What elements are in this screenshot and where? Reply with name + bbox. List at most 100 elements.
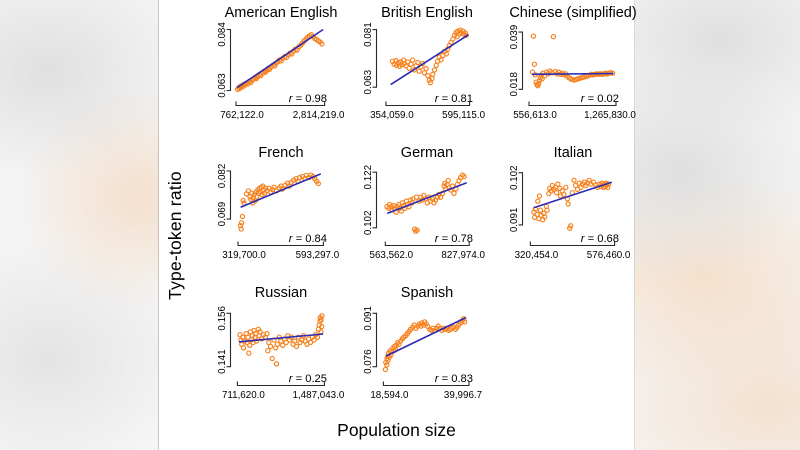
data-point (296, 174, 303, 181)
scatter-points (529, 33, 616, 89)
data-point (541, 210, 547, 217)
x-axis-bracket (236, 381, 325, 387)
x-tick-label: 354,059.0 (370, 110, 414, 121)
scatter-points (234, 32, 325, 93)
data-point (461, 173, 467, 180)
data-point (416, 68, 422, 74)
x-tick-label: 1,265,830.0 (584, 110, 636, 121)
data-point (414, 227, 420, 233)
y-axis-bracket (226, 170, 232, 220)
data-point (239, 213, 246, 220)
panel-french: French 0.082 0.069 r = 0.84 319,700.0 593,297… (217, 145, 340, 261)
data-point (240, 345, 247, 351)
x-axis-label: Population size (337, 420, 456, 440)
x-tick-label: 593,297.0 (296, 250, 340, 261)
scatter-points (531, 177, 612, 231)
x-axis-bracket (384, 241, 470, 247)
data-point (544, 207, 550, 213)
trend-line (533, 181, 613, 209)
data-point (382, 366, 389, 373)
data-point (292, 338, 298, 344)
data-point (293, 343, 300, 350)
correlation-label: r = 0.78 (435, 233, 473, 245)
y-axis-bracket (226, 28, 232, 92)
data-point (384, 362, 390, 368)
data-point (237, 223, 244, 229)
data-point (571, 177, 577, 183)
data-point (408, 61, 414, 67)
correlation-label: r = 0.02 (581, 93, 619, 105)
data-point (280, 342, 286, 348)
y-tick-label: 0.141 (217, 349, 228, 374)
x-tick-label: 18,594.0 (370, 390, 409, 401)
y-tick-label: 0.063 (217, 73, 228, 98)
data-point (555, 181, 561, 187)
data-point (431, 67, 438, 73)
x-axis-bracket (237, 241, 324, 247)
data-point (274, 341, 281, 347)
trend-line (531, 72, 614, 76)
y-tick-label: 0.076 (363, 349, 374, 374)
data-point (425, 73, 431, 79)
x-tick-label: 1,487,043.0 (293, 390, 345, 401)
data-point (438, 57, 444, 63)
data-point (561, 191, 567, 198)
data-point (267, 343, 274, 350)
panel-title: Spanish (401, 285, 453, 301)
y-tick-label: 0.102 (509, 165, 520, 190)
data-point (319, 41, 325, 47)
x-tick-label: 595,115.0 (442, 110, 485, 121)
y-axis-label: Type-token ratio (160, 100, 190, 370)
figure-canvas: Type-token ratio American English 0.084 0.… (159, 0, 637, 450)
data-point (542, 214, 548, 220)
data-point (537, 207, 544, 213)
panel-title: Chinese (simplified) (509, 5, 636, 21)
x-tick-label: 2,814,219.0 (293, 110, 345, 121)
x-tick-label: 39,996.7 (444, 390, 482, 401)
trend-line (238, 333, 324, 343)
data-point (319, 323, 325, 330)
data-point (423, 65, 429, 72)
data-point (269, 355, 275, 362)
data-point (568, 223, 574, 229)
data-point (421, 70, 428, 76)
data-point (443, 51, 449, 57)
x-tick-label: 827,974.0 (441, 250, 485, 261)
y-tick-label: 0.102 (363, 211, 374, 236)
x-tick-label: 556,613.0 (513, 110, 557, 121)
x-axis-bracket (385, 101, 471, 107)
data-point (398, 208, 404, 214)
data-point (445, 177, 451, 184)
data-point (535, 198, 541, 204)
trend-line (387, 181, 467, 215)
data-point (240, 197, 246, 204)
data-point (319, 313, 325, 319)
panel-chinese-simplified: Chinese (simplified) 0.039 0.018 r = 0.02 55… (509, 5, 637, 121)
data-point (530, 33, 537, 39)
data-point (563, 184, 569, 191)
data-point (605, 184, 611, 191)
correlation-label: r = 0.68 (581, 233, 619, 245)
panel-spanish: Spanish 0.091 0.076 r = 0.83 18,594.0 39,996.… (363, 285, 482, 401)
data-point (283, 339, 289, 346)
data-point (409, 57, 416, 63)
y-axis-bracket (518, 31, 524, 90)
correlation-label: r = 0.25 (289, 373, 327, 385)
scatter-points (384, 172, 467, 234)
data-point (539, 76, 545, 82)
data-point (247, 342, 253, 348)
data-point (553, 190, 560, 196)
data-point (576, 180, 582, 186)
y-tick-label: 0.084 (217, 22, 228, 47)
panel-title: Russian (255, 285, 307, 301)
data-point (238, 226, 244, 232)
panel-title: German (401, 145, 453, 161)
data-point (462, 30, 469, 36)
data-point (406, 65, 412, 71)
data-point (271, 184, 277, 190)
data-point (536, 80, 542, 87)
data-point (536, 193, 543, 199)
scatter-points (237, 172, 321, 232)
